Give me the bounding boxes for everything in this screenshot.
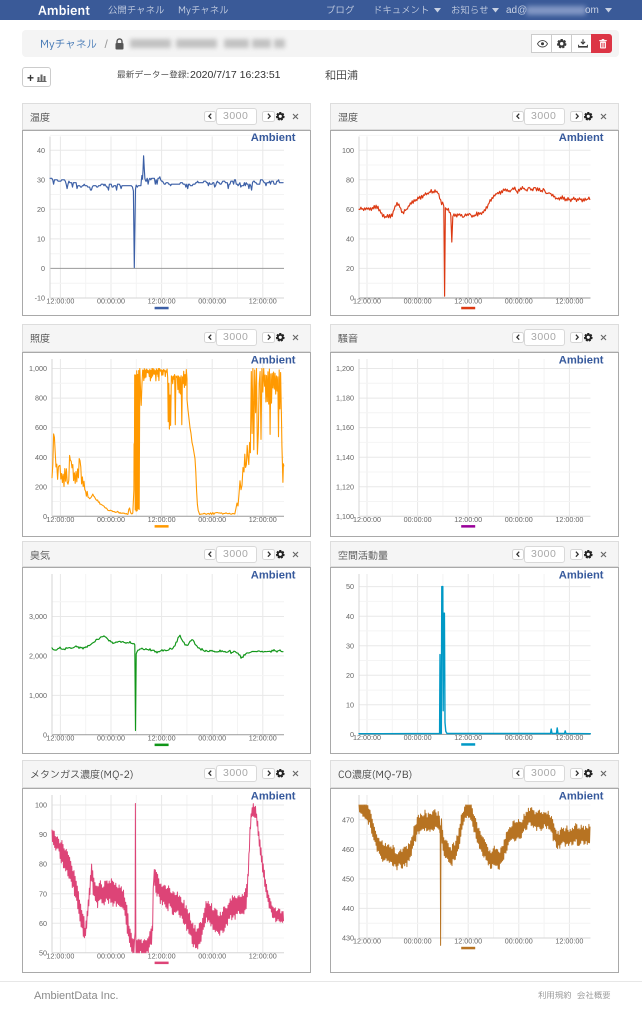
svg-text:12:00:00: 12:00:00: [454, 937, 482, 946]
svg-text:40: 40: [37, 146, 45, 155]
svg-text:20: 20: [37, 205, 45, 214]
svg-text:600: 600: [35, 423, 47, 432]
svg-text:0: 0: [41, 264, 45, 273]
svg-text:12:00:00: 12:00:00: [148, 951, 176, 960]
svg-text:12:00:00: 12:00:00: [353, 515, 381, 524]
svg-text:1,100: 1,100: [336, 512, 354, 521]
svg-text:12:00:00: 12:00:00: [46, 951, 74, 960]
svg-text:80: 80: [39, 860, 47, 869]
svg-text:40: 40: [346, 612, 354, 621]
svg-text:Ambient: Ambient: [251, 790, 296, 802]
svg-text:00:00:00: 00:00:00: [505, 515, 533, 524]
svg-text:430: 430: [342, 934, 354, 943]
svg-text:460: 460: [342, 845, 354, 854]
svg-text:100: 100: [35, 801, 47, 810]
svg-text:00:00:00: 00:00:00: [404, 515, 432, 524]
svg-text:1,000: 1,000: [29, 364, 47, 373]
svg-text:12:00:00: 12:00:00: [454, 297, 482, 306]
svg-text:12:00:00: 12:00:00: [555, 297, 583, 306]
svg-text:00:00:00: 00:00:00: [198, 297, 226, 306]
svg-text:0: 0: [350, 730, 354, 739]
svg-text:Ambient: Ambient: [251, 354, 296, 366]
svg-text:20: 20: [346, 671, 354, 680]
svg-text:1,120: 1,120: [336, 482, 354, 491]
svg-text:3,000: 3,000: [29, 612, 47, 621]
svg-text:12:00:00: 12:00:00: [46, 297, 74, 306]
svg-text:1,180: 1,180: [336, 394, 354, 403]
svg-text:12:00:00: 12:00:00: [46, 515, 74, 524]
svg-text:00:00:00: 00:00:00: [198, 733, 226, 742]
svg-text:00:00:00: 00:00:00: [404, 733, 432, 742]
svg-text:00:00:00: 00:00:00: [97, 733, 125, 742]
svg-text:1,140: 1,140: [336, 453, 354, 462]
svg-text:Ambient: Ambient: [251, 569, 296, 581]
svg-text:Ambient: Ambient: [559, 790, 604, 802]
svg-text:1,000: 1,000: [29, 691, 47, 700]
svg-text:12:00:00: 12:00:00: [148, 733, 176, 742]
svg-text:00:00:00: 00:00:00: [404, 297, 432, 306]
svg-text:Ambient: Ambient: [559, 354, 604, 366]
svg-text:50: 50: [39, 948, 47, 957]
svg-text:60: 60: [346, 205, 354, 214]
svg-text:30: 30: [37, 175, 45, 184]
svg-text:1,160: 1,160: [336, 423, 354, 432]
svg-text:00:00:00: 00:00:00: [404, 937, 432, 946]
svg-text:1,200: 1,200: [336, 364, 354, 373]
svg-text:12:00:00: 12:00:00: [249, 297, 277, 306]
svg-text:440: 440: [342, 904, 354, 913]
svg-text:12:00:00: 12:00:00: [249, 733, 277, 742]
svg-text:12:00:00: 12:00:00: [148, 515, 176, 524]
svg-text:70: 70: [39, 889, 47, 898]
svg-text:12:00:00: 12:00:00: [555, 937, 583, 946]
svg-text:Ambient: Ambient: [251, 132, 296, 144]
svg-text:450: 450: [342, 875, 354, 884]
svg-text:12:00:00: 12:00:00: [454, 515, 482, 524]
svg-text:00:00:00: 00:00:00: [198, 515, 226, 524]
svg-text:470: 470: [342, 815, 354, 824]
svg-text:12:00:00: 12:00:00: [454, 733, 482, 742]
svg-text:00:00:00: 00:00:00: [505, 297, 533, 306]
svg-text:12:00:00: 12:00:00: [249, 515, 277, 524]
svg-text:00:00:00: 00:00:00: [505, 733, 533, 742]
svg-text:800: 800: [35, 394, 47, 403]
svg-text:00:00:00: 00:00:00: [505, 937, 533, 946]
svg-text:12:00:00: 12:00:00: [249, 951, 277, 960]
svg-text:50: 50: [346, 582, 354, 591]
svg-text:12:00:00: 12:00:00: [353, 937, 381, 946]
svg-text:12:00:00: 12:00:00: [555, 515, 583, 524]
svg-text:2,000: 2,000: [29, 652, 47, 661]
svg-text:90: 90: [39, 830, 47, 839]
svg-text:12:00:00: 12:00:00: [353, 733, 381, 742]
svg-text:30: 30: [346, 641, 354, 650]
svg-text:20: 20: [346, 264, 354, 273]
svg-text:10: 10: [37, 235, 45, 244]
svg-text:00:00:00: 00:00:00: [97, 951, 125, 960]
svg-text:00:00:00: 00:00:00: [97, 297, 125, 306]
svg-text:-10: -10: [35, 294, 45, 303]
svg-text:0: 0: [43, 730, 47, 739]
svg-text:00:00:00: 00:00:00: [97, 515, 125, 524]
svg-text:100: 100: [342, 146, 354, 155]
svg-text:10: 10: [346, 700, 354, 709]
svg-text:12:00:00: 12:00:00: [148, 297, 176, 306]
svg-text:400: 400: [35, 453, 47, 462]
svg-text:0: 0: [350, 294, 354, 303]
svg-text:Ambient: Ambient: [559, 132, 604, 144]
svg-text:00:00:00: 00:00:00: [198, 951, 226, 960]
svg-text:Ambient: Ambient: [559, 569, 604, 581]
svg-text:200: 200: [35, 482, 47, 491]
svg-text:12:00:00: 12:00:00: [555, 733, 583, 742]
svg-text:40: 40: [346, 235, 354, 244]
svg-text:0: 0: [43, 512, 47, 521]
svg-text:60: 60: [39, 919, 47, 928]
svg-text:80: 80: [346, 175, 354, 184]
svg-text:12:00:00: 12:00:00: [353, 297, 381, 306]
svg-text:12:00:00: 12:00:00: [46, 733, 74, 742]
